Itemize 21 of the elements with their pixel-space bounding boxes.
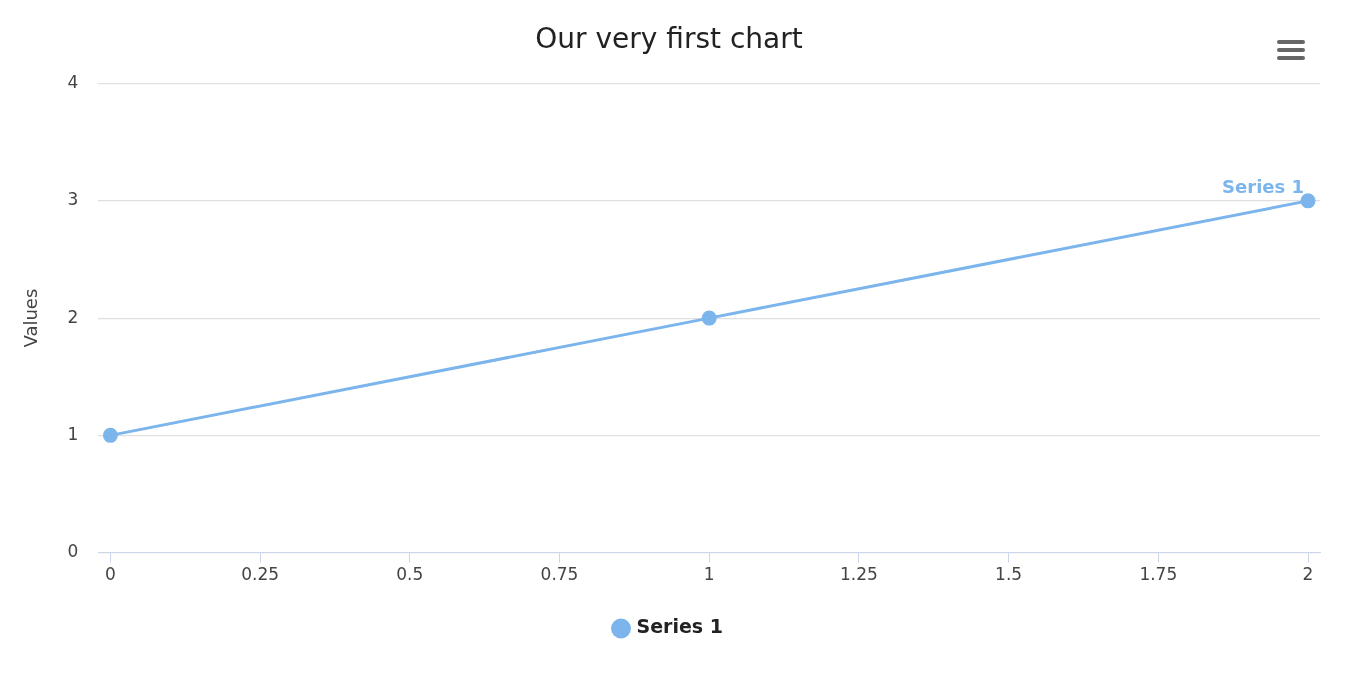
x-tick-label: 0.75 [540, 564, 579, 585]
x-tick-label: 1.5 [995, 564, 1023, 585]
y-tick-label: 1 [67, 423, 79, 444]
text: Series 1 [1222, 175, 1305, 197]
x-tick-label: 0 [104, 564, 116, 585]
y-tick-label: 2 [67, 306, 79, 327]
chart-title: Our very first chart [535, 22, 803, 56]
legend-label: Series 1 [636, 615, 723, 638]
x-tick-label: 1.25 [839, 564, 878, 585]
point [102, 427, 118, 443]
x-tick-label: 2 [1302, 564, 1314, 585]
x-tick-label: 0.5 [396, 564, 424, 585]
x-tick-label: 1.75 [1139, 564, 1178, 585]
y-tick-label: 3 [67, 189, 79, 210]
x-tick-label: 0.25 [241, 564, 280, 585]
x-tick-label: 1 [703, 564, 715, 585]
point [1300, 193, 1316, 209]
y-tick-label: 0 [67, 541, 79, 562]
y-axis-title: Values [20, 288, 42, 348]
point [701, 310, 717, 326]
y-tick-label: 4 [67, 72, 79, 93]
